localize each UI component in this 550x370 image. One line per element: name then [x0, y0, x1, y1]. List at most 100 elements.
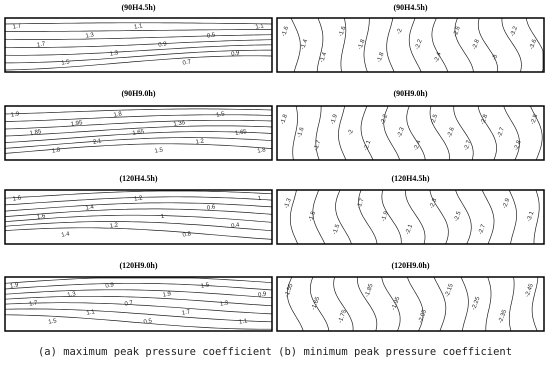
contour-label: -2 [347, 129, 355, 137]
contour-line [360, 105, 374, 161]
contour-line [455, 189, 472, 245]
contour-label: 1.65 [235, 129, 248, 137]
contour-label: -2.05 [418, 309, 429, 325]
contour-line [4, 308, 273, 323]
contour-line [338, 105, 347, 161]
contour-label: 0.9 [231, 50, 241, 57]
panel-frame [4, 276, 273, 332]
contour-label: -2.8 [480, 113, 489, 125]
panel-title: (90H9.0h) [122, 89, 156, 98]
contour-line [4, 143, 273, 154]
contour-label: -2.8 [472, 38, 481, 50]
contour-line [356, 276, 378, 332]
contour-line [363, 18, 370, 73]
contour-label: -1.5 [332, 223, 341, 235]
contour-line [309, 276, 330, 332]
contour-label: -1.85 [364, 283, 375, 299]
contour-label: 1.95 [70, 120, 83, 128]
contour-label: 1.9 [10, 111, 20, 118]
panel-title: (120H9.0h) [120, 261, 158, 270]
contour-line [503, 105, 520, 161]
contour-label: -2.6 [447, 126, 456, 138]
contour-label: 1.2 [134, 195, 144, 202]
contour-line [4, 44, 273, 56]
contour-label: -1.9 [381, 210, 390, 222]
contour-label: -2.5 [454, 210, 463, 222]
contour-label: 1.7 [37, 41, 47, 48]
contour-label: -2.1 [405, 223, 414, 235]
contour-label: -1.4 [319, 51, 328, 63]
contour-label: 0.9 [158, 41, 168, 48]
contour-line [4, 277, 273, 284]
contour-line [4, 282, 273, 291]
panel-title: (90H9.0h) [394, 89, 428, 98]
contour-line [286, 276, 304, 332]
contour-line [485, 276, 492, 331]
contour-line [481, 189, 495, 245]
contour-label: 0.6 [207, 204, 217, 211]
contour-label: -2.15 [444, 283, 455, 299]
contour-line [4, 125, 273, 137]
contour-label: -1.6 [338, 25, 347, 37]
contour-label: -2.1 [363, 139, 372, 151]
contour-label: -3.6 [529, 38, 538, 50]
contour-line [433, 276, 447, 332]
contour-line [333, 276, 354, 332]
panel-title: (120H9.0h) [392, 261, 430, 270]
contour-label: 0.8 [182, 231, 192, 238]
contour-line [315, 106, 322, 161]
contour-line [406, 276, 424, 332]
contour-label: 1.8 [113, 111, 123, 118]
contour-line [5, 34, 273, 40]
contour-label: -3 [492, 54, 500, 62]
contour-label: 1.2 [109, 222, 119, 229]
contour-label: 0.7 [182, 59, 192, 66]
contour-label: -2 [396, 28, 404, 36]
contour-line [290, 17, 301, 73]
contour-label: 1.3 [85, 32, 95, 39]
contour-line [4, 314, 272, 330]
contour-label: -1.9 [330, 113, 339, 125]
contour-label: -1.55 [284, 283, 295, 299]
panel-frame [276, 105, 545, 161]
contour-line [406, 105, 426, 161]
contour-line [477, 17, 499, 73]
contour-label: 1.35 [173, 120, 186, 128]
contour-line [4, 202, 273, 212]
contour-label: 1.1 [134, 23, 144, 30]
contour-label: -2.45 [525, 283, 536, 299]
contour-label: -1.95 [391, 296, 402, 312]
contour-line [381, 189, 402, 245]
contour-label: -1.75 [338, 309, 349, 325]
contour-line [408, 17, 422, 73]
contour-label: -1.8 [357, 38, 366, 50]
contour-line [454, 17, 474, 73]
contour-label: 1 [160, 214, 165, 221]
contour-label: 1.5 [61, 59, 71, 66]
contour-label: 1.5 [216, 111, 226, 118]
contour-line [4, 114, 273, 122]
contour-label: 1.4 [61, 231, 71, 238]
contour-label: -2.7 [497, 126, 506, 138]
contour-line [508, 189, 517, 245]
contour-label: 1.2 [195, 138, 205, 145]
contour-label: -3.2 [510, 25, 519, 37]
contour-label: 1.9 [10, 282, 20, 289]
contour-line [525, 17, 544, 73]
contour-label: -2.25 [471, 296, 482, 312]
contour-line [386, 17, 395, 73]
contour-label: -2.6 [453, 25, 462, 37]
contour-line [289, 189, 299, 245]
contour-line [4, 302, 273, 315]
contour-label: 1.1 [86, 309, 96, 316]
contour-line [477, 105, 497, 161]
contour-line [453, 105, 474, 161]
contour-label: 1.6 [12, 195, 22, 202]
contour-label: -2.5 [430, 113, 439, 125]
contour-label: 1.8 [52, 147, 62, 154]
contour-line [431, 17, 449, 73]
panel-frame [276, 17, 545, 73]
contour-label: 1.5 [154, 147, 164, 154]
contour-line [316, 17, 324, 73]
